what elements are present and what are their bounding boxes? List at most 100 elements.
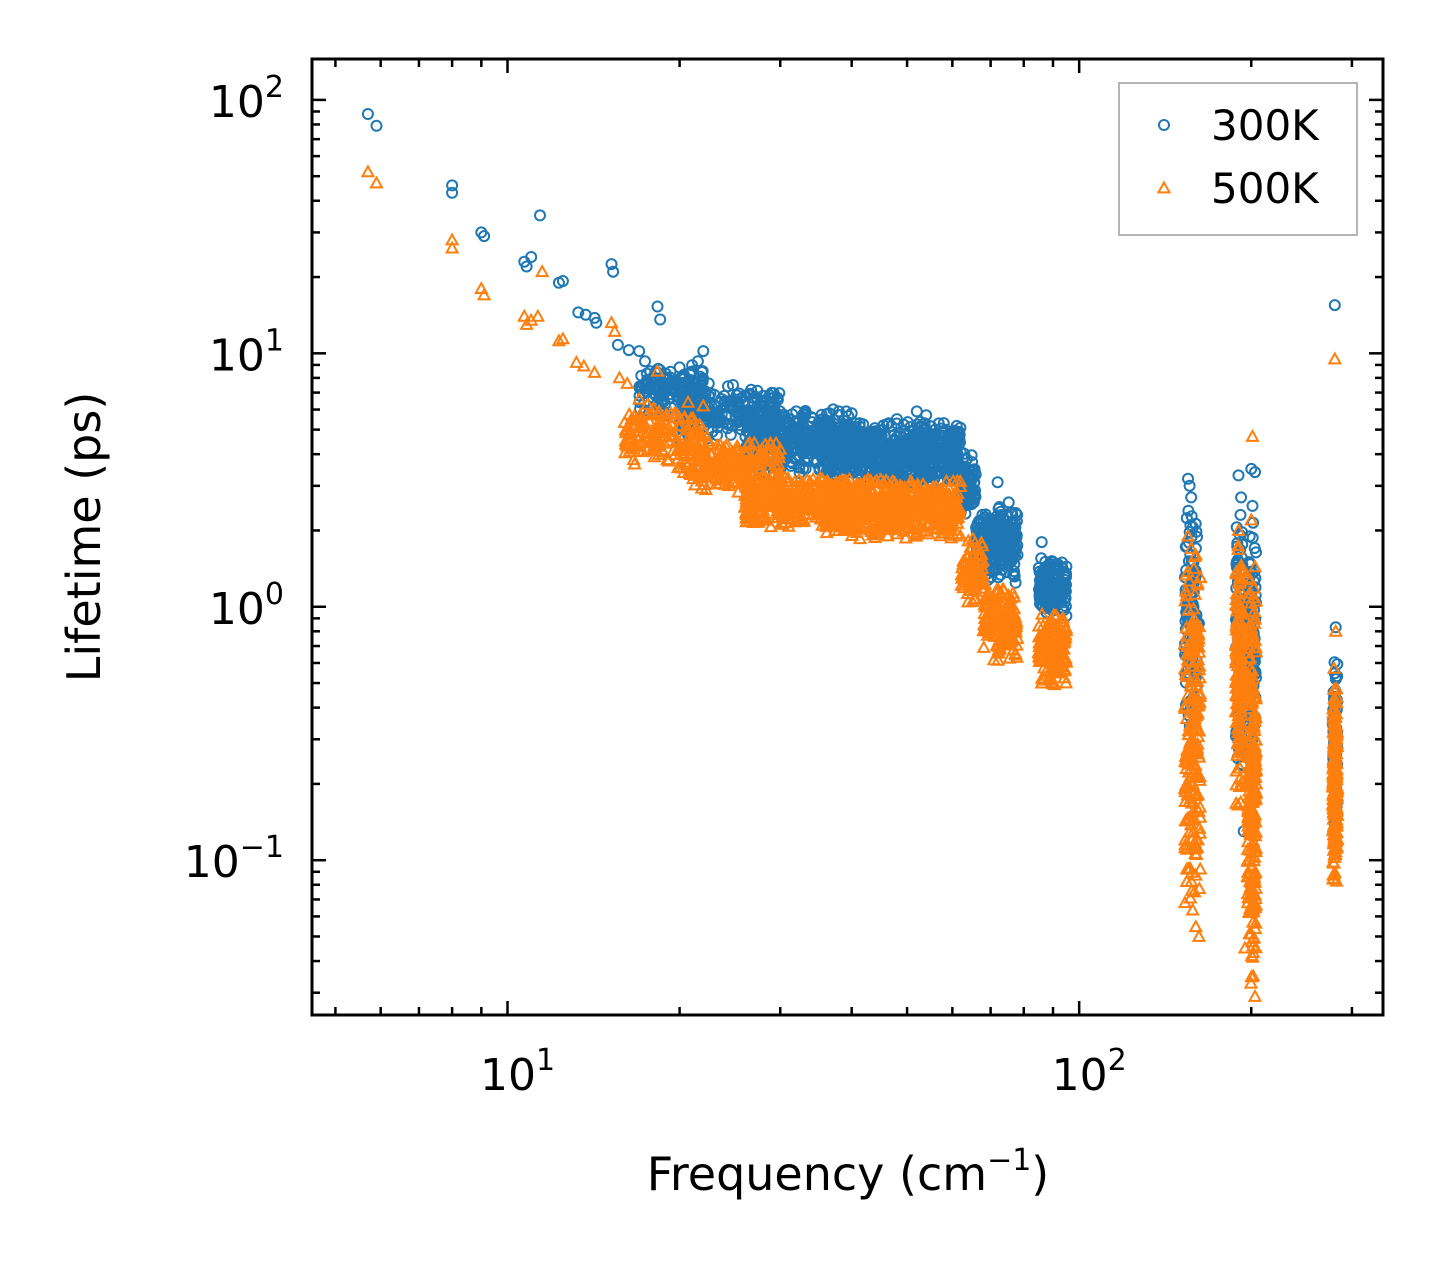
data-point xyxy=(1232,597,1248,611)
data-point xyxy=(632,391,647,405)
data-point xyxy=(936,525,952,539)
data-point xyxy=(928,479,944,493)
data-point xyxy=(1248,880,1264,894)
data-point xyxy=(868,422,881,435)
data-point xyxy=(446,179,459,192)
data-point xyxy=(1191,662,1207,676)
data-point xyxy=(1001,597,1016,611)
data-point xyxy=(808,442,821,455)
data-point xyxy=(863,522,878,536)
data-point xyxy=(1188,919,1203,933)
data-point xyxy=(729,463,744,477)
data-point xyxy=(966,573,982,587)
data-point xyxy=(1328,656,1341,669)
data-point xyxy=(1178,784,1193,798)
data-point xyxy=(889,498,905,512)
data-point xyxy=(890,413,903,426)
data-point xyxy=(999,613,1014,626)
data-point xyxy=(1182,841,1198,855)
data-point xyxy=(1180,564,1196,578)
data-point xyxy=(1242,812,1258,826)
data-point xyxy=(762,442,777,456)
data-point xyxy=(883,445,896,457)
data-point xyxy=(1326,823,1341,837)
data-point xyxy=(1244,934,1260,948)
data-point xyxy=(1231,613,1247,627)
data-point xyxy=(820,509,835,523)
data-point xyxy=(935,457,948,470)
data-point xyxy=(900,427,913,440)
data-point xyxy=(937,440,950,453)
data-point xyxy=(1330,670,1343,683)
data-point xyxy=(1248,732,1264,746)
data-point xyxy=(640,406,655,420)
data-point xyxy=(974,546,989,560)
data-point xyxy=(478,230,491,243)
data-point xyxy=(622,406,637,420)
data-point xyxy=(1235,491,1248,504)
data-point xyxy=(1249,466,1261,479)
data-point xyxy=(1188,677,1204,691)
data-point xyxy=(769,498,784,512)
data-point xyxy=(939,473,954,487)
data-point xyxy=(1243,697,1258,711)
data-point xyxy=(604,315,619,329)
data-point xyxy=(777,504,792,518)
data-point xyxy=(1229,586,1244,600)
data-point xyxy=(1248,940,1263,954)
data-point xyxy=(569,354,584,368)
data-point xyxy=(897,499,912,513)
data-point xyxy=(1182,504,1195,517)
data-point xyxy=(1247,786,1262,800)
data-point xyxy=(1234,742,1249,756)
data-point xyxy=(517,308,532,322)
data-point xyxy=(932,507,947,521)
data-point xyxy=(721,478,737,492)
data-point xyxy=(1247,559,1263,573)
data-point xyxy=(914,462,927,475)
data-point xyxy=(1233,660,1248,673)
data-point xyxy=(805,411,818,424)
data-point xyxy=(1009,576,1022,589)
data-point xyxy=(635,444,651,458)
series-500K xyxy=(360,164,1345,1002)
data-point xyxy=(865,457,877,470)
data-point xyxy=(1180,564,1193,577)
data-point xyxy=(1186,616,1202,630)
data-point xyxy=(835,438,848,451)
data-point xyxy=(1232,771,1248,785)
data-point xyxy=(576,358,592,372)
data-point xyxy=(641,373,654,386)
data-point xyxy=(809,506,824,520)
data-point xyxy=(1047,556,1059,569)
data-point xyxy=(819,500,834,514)
data-point xyxy=(755,502,771,516)
data-point xyxy=(1234,720,1250,734)
data-point xyxy=(893,450,906,463)
data-point xyxy=(1186,560,1202,574)
data-point xyxy=(617,414,632,428)
data-point xyxy=(891,515,906,529)
data-point xyxy=(1329,681,1344,695)
data-point xyxy=(820,433,833,446)
data-point xyxy=(879,493,895,507)
data-point xyxy=(1247,763,1263,777)
data-point xyxy=(1241,802,1257,816)
data-point xyxy=(718,389,731,402)
data-point xyxy=(967,490,980,503)
data-point xyxy=(845,407,858,420)
data-point xyxy=(605,258,618,271)
data-point xyxy=(988,592,1003,606)
data-point xyxy=(786,481,801,495)
data-point xyxy=(1189,697,1205,711)
data-point xyxy=(789,496,804,510)
data-point xyxy=(882,450,895,463)
data-point xyxy=(1011,549,1024,561)
data-point xyxy=(1184,882,1199,896)
data-point xyxy=(1180,652,1195,666)
data-point xyxy=(827,439,840,452)
data-point xyxy=(991,476,1004,489)
data-point xyxy=(1243,975,1259,989)
data-point xyxy=(992,641,1007,655)
data-point xyxy=(633,411,648,425)
